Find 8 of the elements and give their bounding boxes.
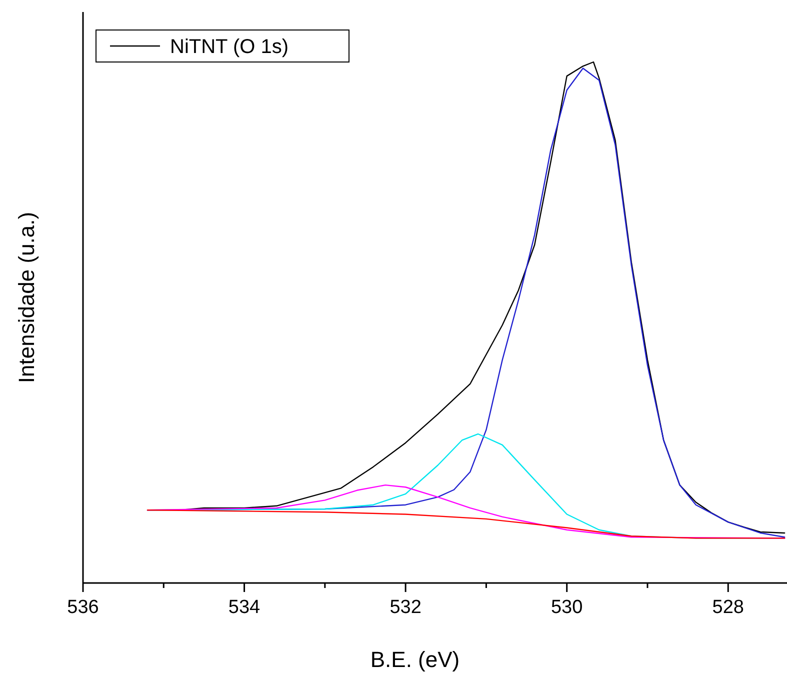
x-tick-label: 536 (67, 597, 99, 618)
x-tick-label: 528 (712, 597, 744, 618)
x-axis-title: B.E. (eV) (370, 647, 460, 672)
x-tick-label: 532 (390, 597, 422, 618)
x-tick-label: 534 (228, 597, 261, 618)
legend-label: NiTNT (O 1s) (170, 36, 289, 58)
y-axis-title: Intensidade (u.a.) (14, 212, 39, 384)
x-tick-label: 530 (550, 597, 583, 618)
